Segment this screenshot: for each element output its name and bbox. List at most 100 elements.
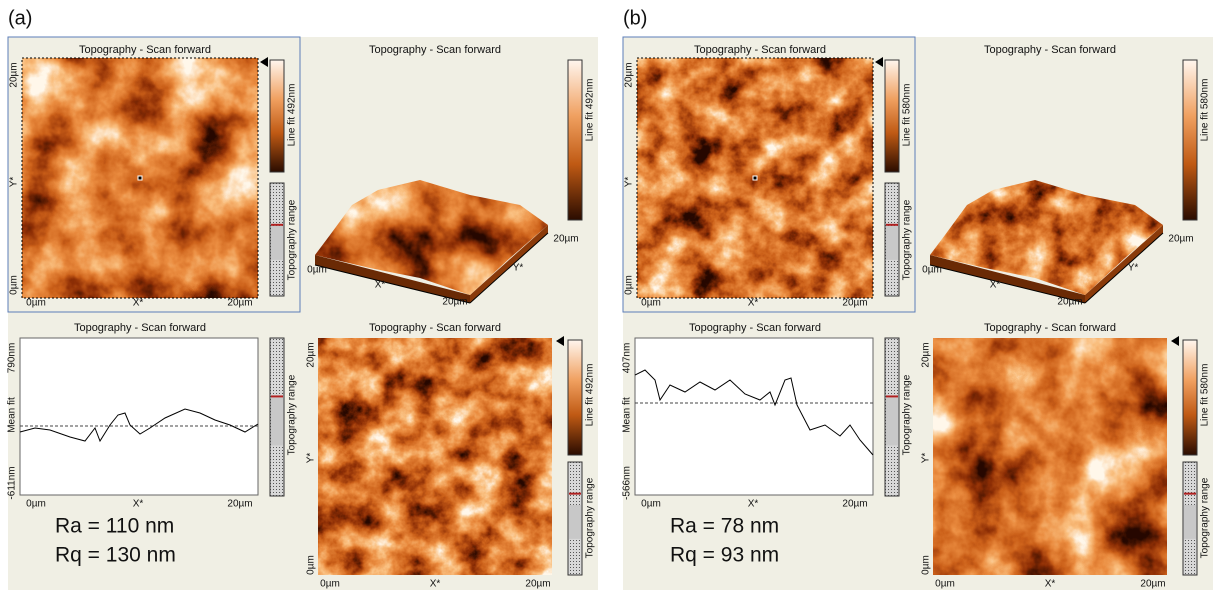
- surface-front: [930, 255, 1085, 303]
- x-axis-label: X*: [990, 280, 1001, 291]
- view-title: Topography - Scan forward: [694, 44, 826, 56]
- range-label: Topography range: [1200, 477, 1211, 558]
- surface-3d: [315, 180, 548, 295]
- surface-side: [1085, 225, 1163, 303]
- y-axis-label: -566nm: [622, 466, 633, 500]
- colorbar: [269, 59, 285, 173]
- x-axis-label: 0µm: [26, 298, 46, 309]
- profile-plot: [19, 337, 259, 496]
- y-axis-label: Y*: [624, 177, 635, 188]
- cursor-point: [137, 175, 143, 181]
- y-axis-label: Y*: [9, 177, 20, 188]
- x-axis-label: X*: [748, 298, 759, 309]
- colorbar-label: Line fit 492nm: [287, 84, 298, 147]
- y-axis-label: Y*: [513, 263, 524, 274]
- surface-front: [315, 255, 470, 303]
- colorbar: [1182, 59, 1198, 221]
- topography-image: [933, 338, 1167, 575]
- x-axis-label: 20µm: [842, 298, 867, 309]
- roughness-ra: Ra = 78 nm: [670, 515, 779, 538]
- axis-line: [1084, 232, 1164, 304]
- x-axis-label: 20µm: [842, 499, 867, 510]
- x-axis-label: 0µm: [935, 579, 955, 590]
- range-label: Topography range: [902, 199, 913, 280]
- x-axis-label: X*: [133, 298, 144, 309]
- y-axis-label: 0µm: [624, 275, 635, 295]
- range-window: [1184, 504, 1196, 539]
- colorbar-label: Line fit 580nm: [1200, 364, 1211, 427]
- x-axis-label: 0µm: [922, 265, 942, 276]
- x-axis-label: X*: [133, 499, 144, 510]
- x-axis-label: X*: [375, 280, 386, 291]
- range-window: [886, 225, 898, 260]
- active-frame: [622, 36, 916, 313]
- x-axis-label: 20µm: [525, 579, 550, 590]
- range-label: Topography range: [287, 199, 298, 280]
- marker-arrow: [875, 57, 883, 67]
- y-axis-label: 20µm: [921, 342, 932, 367]
- afm-panel: (b)Topography - Scan forward20µmY*0µm0µm…: [622, 7, 1213, 590]
- y-axis-label: 0µm: [9, 275, 20, 295]
- x-axis-label: 0µm: [641, 499, 661, 510]
- range-window: [886, 398, 898, 446]
- afm-panel: (a)Topography - Scan forward20µmY*0µm0µm…: [7, 7, 598, 590]
- x-axis-label: X*: [1045, 579, 1056, 590]
- x-axis-label: 20µm: [227, 298, 252, 309]
- x-axis-label: X*: [748, 499, 759, 510]
- colorbar-label: Line fit 492nm: [585, 79, 596, 142]
- y-axis-label: -611nm: [7, 466, 18, 499]
- marker-arrow: [556, 336, 564, 346]
- x-axis-label: 0µm: [641, 298, 661, 309]
- x-axis-label: 20µm: [227, 499, 252, 510]
- range-label: Topography range: [287, 374, 298, 455]
- profile-line: [19, 408, 259, 443]
- profile-plot: [634, 337, 874, 496]
- y-axis-label: 20µm: [1168, 234, 1193, 245]
- y-axis-label: Mean fit: [622, 397, 633, 433]
- x-axis-label: 20µm: [442, 297, 467, 308]
- image-frame: [21, 57, 259, 299]
- surface-3d: [930, 180, 1163, 295]
- y-axis-label: 0µm: [921, 555, 932, 575]
- colorbar: [1182, 339, 1198, 456]
- x-axis-label: X*: [430, 579, 441, 590]
- panel-label: (b): [623, 7, 647, 29]
- x-axis-label: 20µm: [1140, 579, 1165, 590]
- colorbar: [884, 59, 900, 173]
- cursor-point: [752, 175, 758, 181]
- marker-arrow: [260, 57, 268, 67]
- axis-line: [929, 264, 1086, 304]
- y-axis-label: 407nm: [622, 343, 633, 374]
- view-title: Topography - Scan forward: [369, 322, 501, 334]
- range-window: [271, 225, 283, 260]
- profile-line: [634, 369, 874, 456]
- view-title: Topography - Scan forward: [74, 322, 206, 334]
- y-axis-label: 20µm: [9, 62, 20, 87]
- view-title: Topography - Scan forward: [79, 44, 211, 56]
- y-axis-label: Y*: [921, 453, 932, 464]
- axis-line: [314, 264, 471, 304]
- surface-side: [470, 225, 548, 303]
- range-label: Topography range: [585, 477, 596, 558]
- y-axis-label: 0µm: [306, 555, 317, 575]
- panel-label: (a): [8, 7, 32, 29]
- x-axis-label: 0µm: [26, 499, 46, 510]
- roughness-rq: Rq = 130 nm: [55, 544, 176, 567]
- range-window: [569, 504, 581, 539]
- colorbar-label: Line fit 492nm: [585, 364, 596, 427]
- y-axis-label: Mean fit: [7, 397, 18, 433]
- marker-arrow: [1171, 336, 1179, 346]
- view-title: Topography - Scan forward: [984, 322, 1116, 334]
- roughness-rq: Rq = 93 nm: [670, 544, 779, 567]
- y-axis-label: 20µm: [553, 234, 578, 245]
- y-axis-label: Y*: [1128, 263, 1139, 274]
- y-axis-label: 20µm: [624, 62, 635, 87]
- x-axis-label: 0µm: [320, 579, 340, 590]
- y-axis-label: 20µm: [306, 342, 317, 367]
- colorbar: [567, 59, 583, 221]
- colorbar-label: Line fit 580nm: [902, 84, 913, 147]
- topography-image: [318, 338, 552, 575]
- y-axis-label: 790nm: [7, 343, 18, 374]
